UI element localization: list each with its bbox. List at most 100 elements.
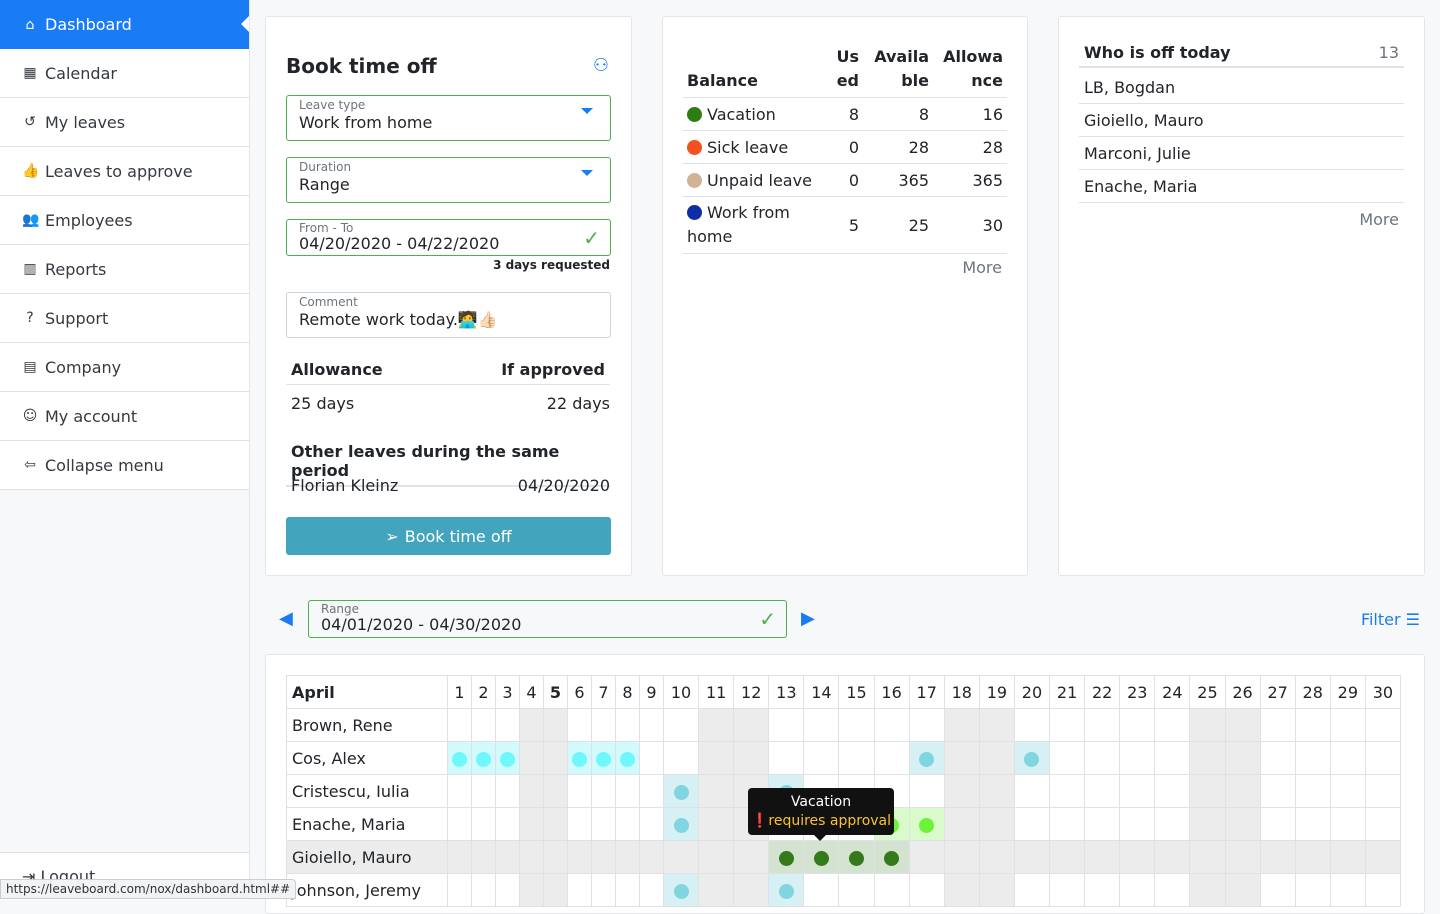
day-cell[interactable] (978, 840, 1015, 874)
day-cell[interactable] (1224, 708, 1261, 742)
day-cell[interactable] (1154, 708, 1191, 742)
who-list-item[interactable]: Marconi, Julie (1079, 137, 1404, 170)
day-cell[interactable] (447, 873, 472, 907)
sidebar-item-reports[interactable]: ▥ Reports (0, 245, 249, 294)
day-cell[interactable] (908, 807, 945, 841)
day-cell[interactable] (908, 774, 945, 808)
day-cell[interactable] (1329, 807, 1366, 841)
day-cell[interactable] (1364, 774, 1401, 808)
day-cell[interactable] (591, 741, 616, 775)
day-cell[interactable] (873, 741, 910, 775)
day-cell[interactable] (543, 807, 568, 841)
day-cell[interactable] (543, 741, 568, 775)
prev-range-button[interactable]: ◀ (279, 608, 293, 629)
day-cell[interactable] (1119, 741, 1156, 775)
day-cell[interactable] (1259, 774, 1296, 808)
day-cell[interactable] (873, 708, 910, 742)
day-cell[interactable] (1224, 774, 1261, 808)
day-cell[interactable] (908, 708, 945, 742)
day-cell[interactable] (978, 708, 1015, 742)
day-cell[interactable] (1364, 840, 1401, 874)
day-cell[interactable] (591, 774, 616, 808)
date-range-input[interactable]: From - To 04/20/2020 - 04/22/2020 ✓ (286, 219, 611, 256)
day-cell[interactable] (447, 840, 472, 874)
day-cell[interactable] (543, 774, 568, 808)
day-cell[interactable] (978, 774, 1015, 808)
day-cell[interactable] (1084, 774, 1121, 808)
day-cell[interactable] (567, 741, 592, 775)
day-cell[interactable] (1259, 708, 1296, 742)
day-cell[interactable] (639, 708, 664, 742)
day-cell[interactable] (495, 840, 520, 874)
day-cell[interactable] (1154, 840, 1191, 874)
day-cell[interactable] (1154, 741, 1191, 775)
employee-name[interactable]: Johnson, Jeremy (286, 873, 448, 907)
day-cell[interactable] (615, 873, 640, 907)
day-cell[interactable] (698, 774, 735, 808)
day-cell[interactable] (662, 807, 700, 841)
day-cell[interactable] (908, 873, 945, 907)
day-cell[interactable] (733, 873, 770, 907)
day-cell[interactable] (519, 774, 544, 808)
day-cell[interactable] (1364, 741, 1401, 775)
leave-dot[interactable] (1024, 751, 1040, 767)
day-cell[interactable] (1294, 741, 1331, 775)
day-cell[interactable] (662, 708, 700, 742)
day-cell[interactable] (615, 774, 640, 808)
day-cell[interactable] (943, 708, 980, 742)
day-cell[interactable] (1224, 840, 1261, 874)
employee-name[interactable]: Brown, Rene (286, 708, 448, 742)
day-cell[interactable] (1224, 807, 1261, 841)
filter-button[interactable]: Filter ☰ (1360, 610, 1420, 629)
day-cell[interactable] (567, 840, 592, 874)
leave-dot[interactable] (849, 850, 865, 866)
leave-dot[interactable] (452, 751, 467, 767)
day-cell[interactable] (1294, 708, 1331, 742)
day-cell[interactable] (1259, 741, 1296, 775)
day-cell[interactable] (519, 840, 544, 874)
sidebar-item-collapse-menu[interactable]: ⇦ Collapse menu (0, 441, 249, 490)
day-cell[interactable] (1259, 840, 1296, 874)
sidebar-item-my-account[interactable]: ☺ My account (0, 392, 249, 441)
day-cell[interactable] (1084, 741, 1121, 775)
day-cell[interactable] (838, 741, 875, 775)
day-cell[interactable] (803, 840, 840, 874)
day-cell[interactable] (447, 774, 472, 808)
day-cell[interactable] (1119, 774, 1156, 808)
day-cell[interactable] (698, 708, 735, 742)
sidebar-item-my-leaves[interactable]: ↺ My leaves (0, 98, 249, 147)
day-cell[interactable] (698, 741, 735, 775)
day-cell[interactable] (1294, 774, 1331, 808)
day-cell[interactable] (1013, 708, 1051, 742)
range-input[interactable]: Range 04/01/2020 - 04/30/2020 ✓ (308, 600, 787, 638)
day-cell[interactable] (639, 807, 664, 841)
day-cell[interactable] (1049, 774, 1086, 808)
sidebar-item-company[interactable]: ▤ Company (0, 343, 249, 392)
day-cell[interactable] (615, 708, 640, 742)
day-cell[interactable] (978, 741, 1015, 775)
who-more-link[interactable]: More (1359, 210, 1399, 229)
day-cell[interactable] (1084, 873, 1121, 907)
sidebar-item-leaves-to-approve[interactable]: 👍 Leaves to approve (0, 147, 249, 196)
leave-dot[interactable] (596, 751, 611, 767)
day-cell[interactable] (1119, 873, 1156, 907)
day-cell[interactable] (1189, 807, 1226, 841)
day-cell[interactable] (591, 873, 616, 907)
day-cell[interactable] (908, 741, 945, 775)
leave-dot[interactable] (778, 883, 794, 899)
leave-dot[interactable] (673, 817, 689, 833)
day-cell[interactable] (943, 741, 980, 775)
day-cell[interactable] (943, 774, 980, 808)
day-cell[interactable] (662, 774, 700, 808)
day-cell[interactable] (495, 708, 520, 742)
day-cell[interactable] (662, 741, 700, 775)
day-cell[interactable] (471, 807, 496, 841)
day-cell[interactable] (495, 774, 520, 808)
day-cell[interactable] (495, 873, 520, 907)
day-cell[interactable] (1329, 774, 1366, 808)
day-cell[interactable] (838, 873, 875, 907)
day-cell[interactable] (1294, 807, 1331, 841)
day-cell[interactable] (1224, 873, 1261, 907)
day-cell[interactable] (615, 807, 640, 841)
day-cell[interactable] (1119, 807, 1156, 841)
